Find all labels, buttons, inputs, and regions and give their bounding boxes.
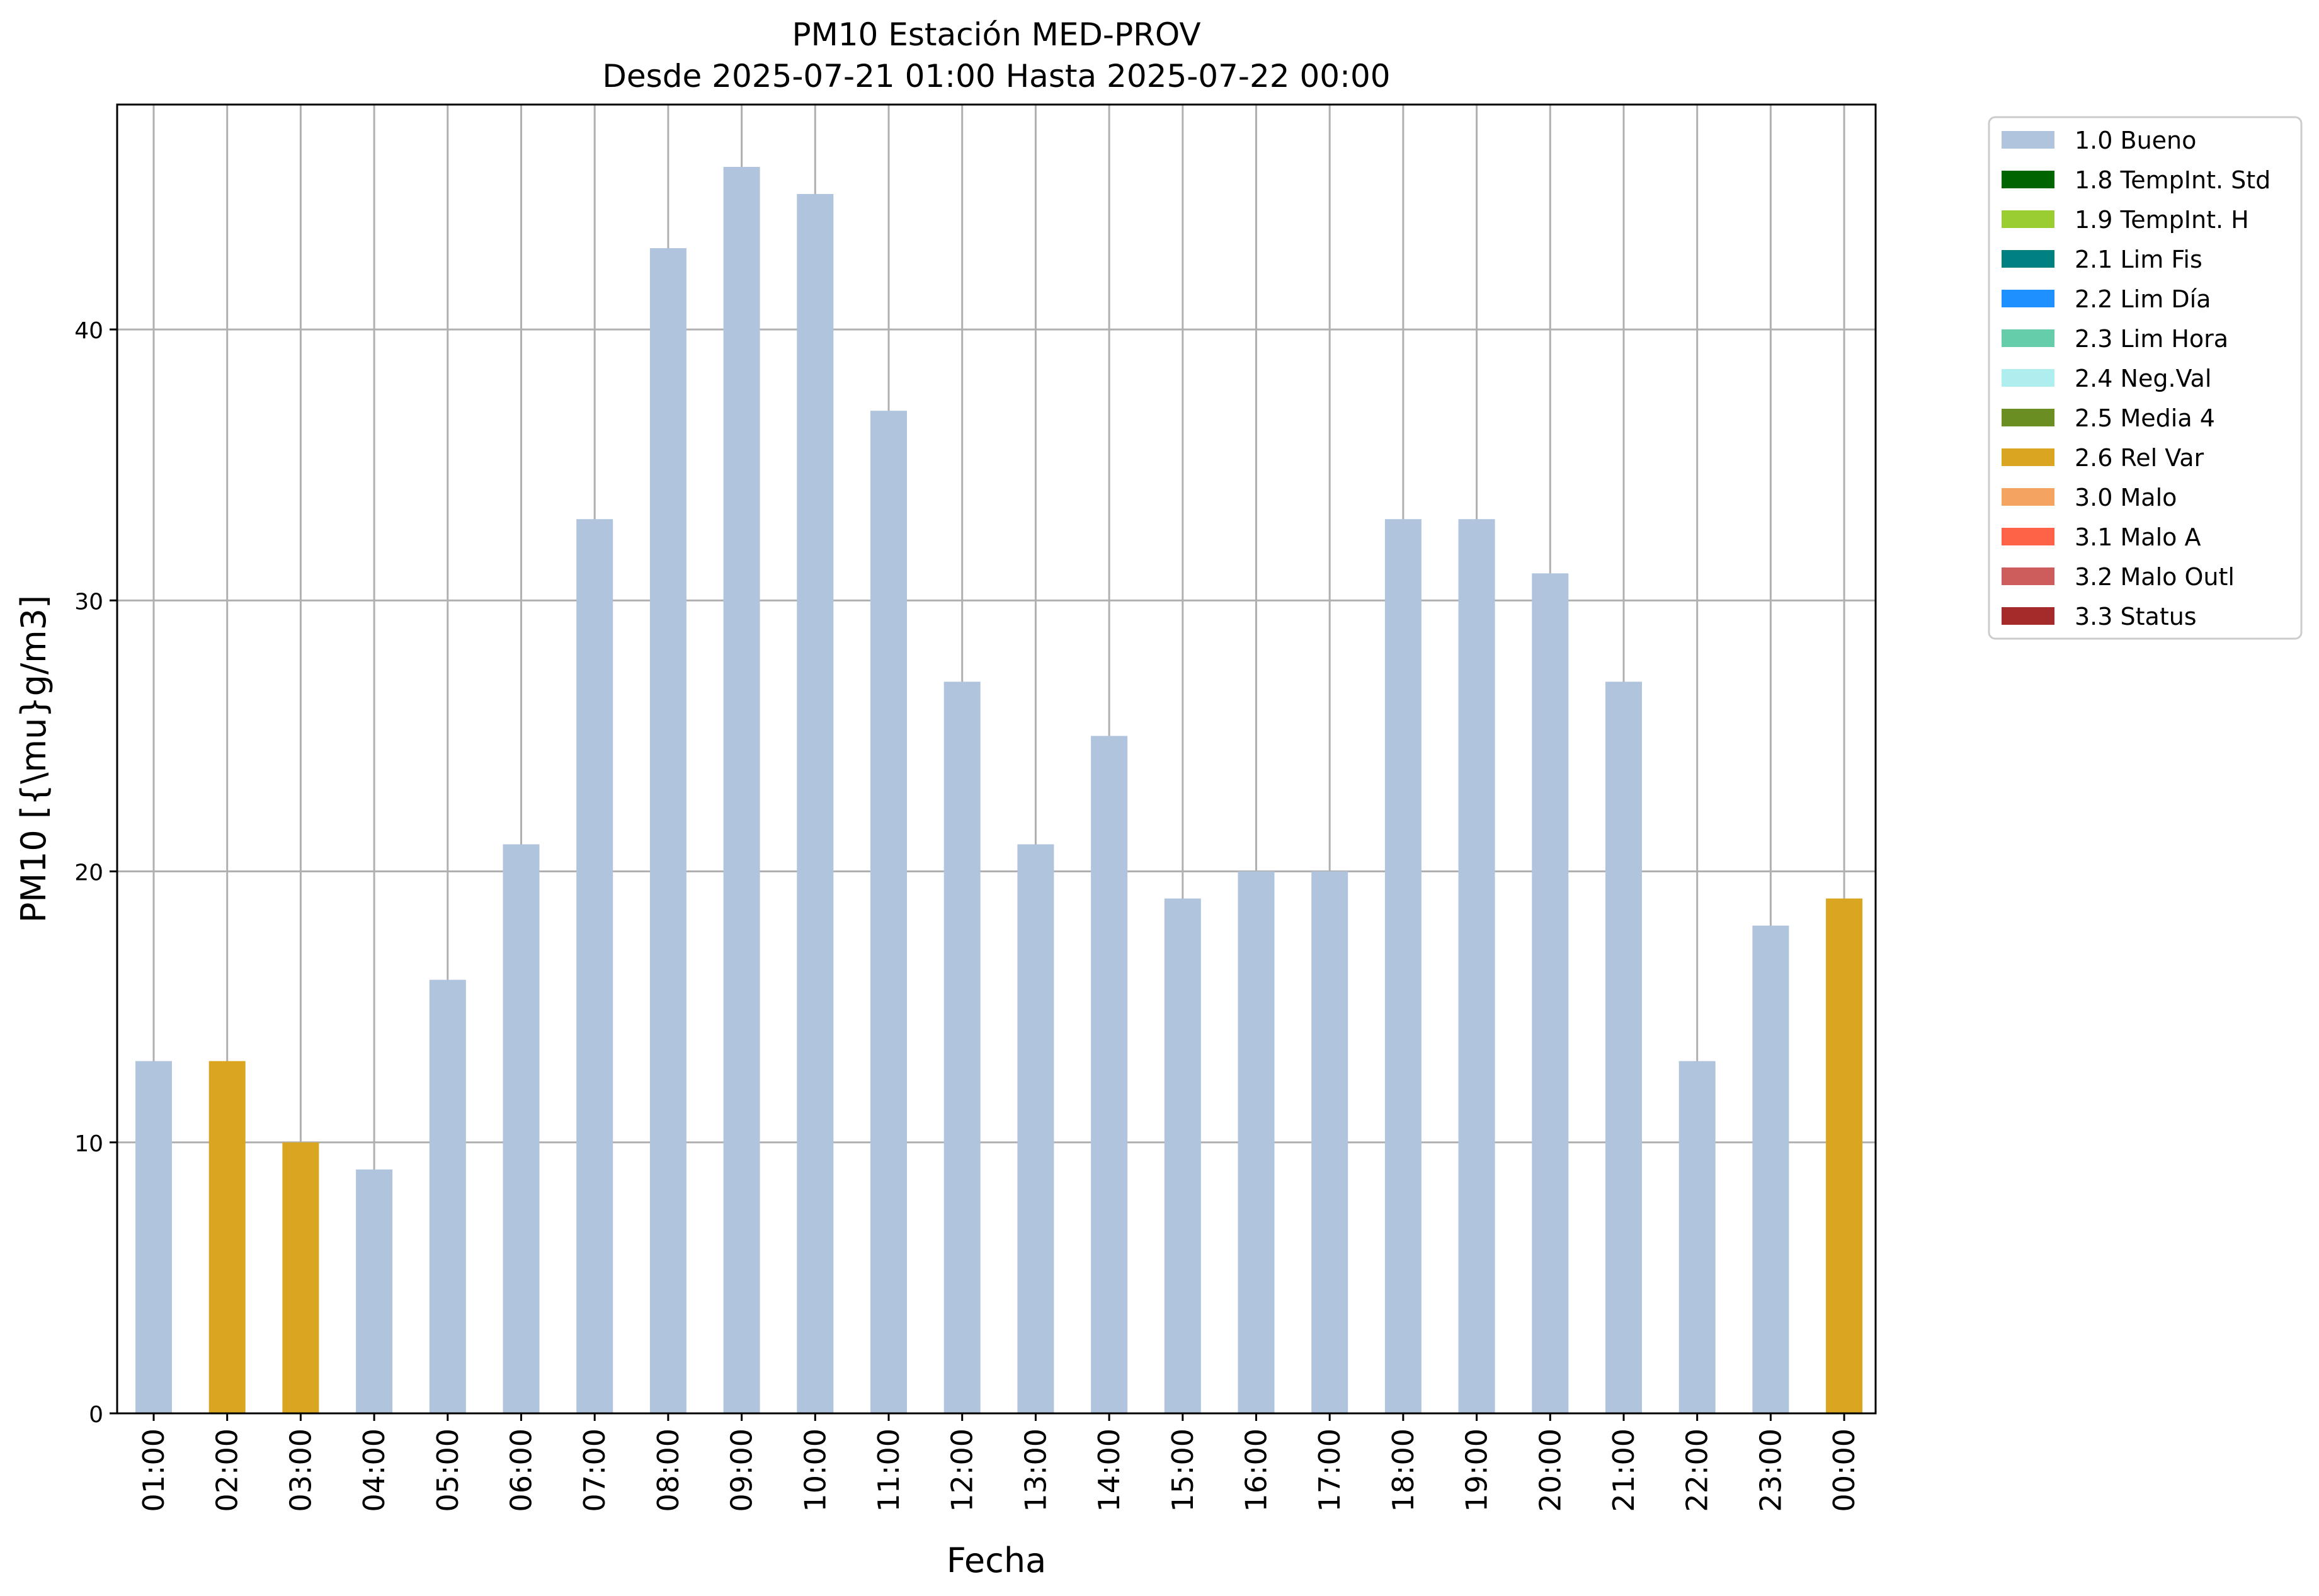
x-tick-label: 04:00 [357,1428,391,1512]
bar-1200 [943,681,981,1413]
bar-2200 [1678,1061,1716,1413]
bar-1400 [1091,736,1128,1413]
legend-swatch [2002,171,2054,188]
x-tick-label: 22:00 [1680,1428,1714,1512]
bar-0100 [135,1061,172,1413]
legend-label: 3.3 Status [2075,603,2197,630]
x-tick-label: 02:00 [210,1428,244,1512]
legend-label: 1.8 TempInt. Std [2075,166,2271,194]
legend-label: 1.0 Bueno [2075,127,2196,154]
legend-swatch [2002,488,2054,506]
legend-swatch [2002,290,2054,307]
bar-1800 [1384,519,1422,1413]
legend-label: 2.5 Media 4 [2075,404,2215,432]
legend-frame [1988,116,2303,640]
legend-label: 2.3 Lim Hora [2075,325,2228,353]
chart-subtitle: Desde 2025-07-21 01:00 Hasta 2025-07-22 … [602,58,1390,94]
y-tick-label: 30 [74,589,103,615]
y-axis-label: PM10 [{\mu}g/m3] [14,595,54,923]
bar-0900 [723,166,760,1413]
legend-swatch [2002,409,2054,426]
x-tick-label: 13:00 [1018,1428,1052,1512]
x-tick-label: 23:00 [1753,1428,1787,1512]
x-tick-label: 01:00 [137,1428,171,1512]
bar-2300 [1752,925,1789,1413]
bar-0500 [429,979,466,1413]
x-ticks: 01:00 02:00 03:00 04:00 05:00 06:00 07:00 08:00… [137,1413,1861,1512]
x-tick-label: 00:00 [1827,1428,1861,1512]
bar-0700 [576,519,613,1413]
x-tick-label: 20:00 [1533,1428,1567,1512]
legend-swatch [2002,250,2054,268]
y-tick-label: 20 [74,860,103,886]
x-tick-label: 18:00 [1386,1428,1420,1512]
x-tick-label: 03:00 [283,1428,317,1512]
x-tick-label: 05:00 [431,1428,465,1512]
y-tick-label: 10 [74,1131,103,1157]
legend-swatch [2002,607,2054,625]
bar-1300 [1017,844,1054,1413]
legend-swatch [2002,131,2054,149]
legend-label: 2.6 Rel Var [2075,444,2204,472]
legend-swatch [2002,329,2054,347]
bar-0300 [282,1142,319,1413]
x-axis-label: Fecha [947,1541,1046,1580]
bar-1500 [1164,898,1201,1413]
x-tick-label: 11:00 [872,1428,906,1512]
x-tick-label: 06:00 [504,1428,538,1512]
legend-swatch [2002,369,2054,387]
legend-swatch [2002,567,2054,585]
x-tick-label: 12:00 [945,1428,979,1512]
bar-0800 [649,248,687,1413]
chart-title: PM10 Estación MED-PROV [792,16,1200,53]
bar-1600 [1238,871,1275,1413]
legend-label: 3.1 Malo A [2075,523,2201,551]
legend-label: 3.0 Malo [2075,484,2177,511]
bar-1700 [1311,871,1348,1413]
x-tick-label: 21:00 [1607,1428,1641,1512]
bar-0400 [356,1169,393,1413]
legend-label: 2.4 Neg.Val [2075,365,2211,392]
bar-1100 [870,411,907,1413]
x-tick-label: 19:00 [1460,1428,1494,1512]
legend-swatch [2002,210,2054,228]
legend-label: 1.9 TempInt. H [2075,206,2249,234]
bars [135,166,1863,1414]
legend: 1.0 Bueno 1.8 TempInt. Std 1.9 TempInt. H 2… [1988,116,2303,640]
x-tick-label: 14:00 [1092,1428,1126,1512]
legend-swatch [2002,448,2054,466]
x-tick-label: 08:00 [651,1428,685,1512]
legend-label: 3.2 Malo Outl [2075,563,2235,591]
x-tick-label: 15:00 [1166,1428,1200,1512]
x-tick-label: 17:00 [1313,1428,1347,1512]
bar-2100 [1605,681,1642,1413]
bar-0200 [208,1061,246,1413]
bar-1900 [1458,519,1495,1413]
x-tick-label: 16:00 [1239,1428,1273,1512]
legend-swatch [2002,528,2054,545]
x-tick-label: 09:00 [725,1428,759,1512]
legend-label: 2.2 Lim Día [2075,285,2211,313]
legend-label: 2.1 Lim Fis [2075,246,2202,273]
bar-1000 [797,193,834,1414]
bar-2000 [1532,573,1569,1414]
y-tick-label: 40 [74,318,103,344]
x-tick-label: 07:00 [578,1428,612,1512]
y-ticks: 0 10 20 30 40 [74,318,117,1428]
bar-0600 [503,844,540,1413]
plot-frame [116,103,1877,1415]
y-tick-label: 0 [89,1402,103,1428]
bar-0000 [1826,898,1863,1413]
x-tick-label: 10:00 [798,1428,832,1512]
